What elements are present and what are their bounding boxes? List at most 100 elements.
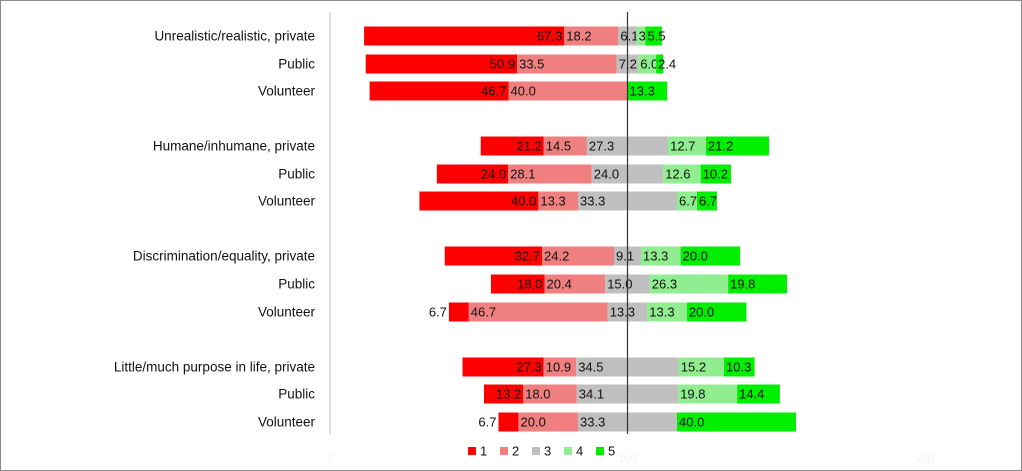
data-label: 40.0 [511, 84, 536, 99]
bar-public-8-s4 [649, 274, 728, 294]
bar-volunteer-12-s2 [518, 412, 578, 432]
data-label: 5.5 [648, 29, 666, 44]
category-label: Discrimination/equality, private [133, 249, 315, 264]
data-label: 13.3 [610, 305, 635, 320]
bar-little-much-purpose-in-life-private-10-s1 [462, 357, 544, 377]
bar-discrimination-equality-private-7-s2 [542, 246, 614, 266]
legend-swatch-5 [596, 447, 604, 455]
legend-swatch-3 [532, 447, 540, 455]
category-label: Volunteer [258, 305, 316, 320]
data-label: 27.3 [589, 139, 614, 154]
bar-humane-inhumane-private-4-s5 [705, 136, 769, 156]
bar-discrimination-equality-private-7-s5 [680, 246, 741, 266]
data-label: 13.3 [649, 305, 674, 320]
bar-public-2-s2 [517, 54, 617, 74]
bar-public-11-s4 [678, 384, 738, 404]
data-label: 10.3 [726, 360, 751, 375]
data-label: 46.7 [471, 305, 496, 320]
data-label: 33.3 [580, 194, 605, 209]
bar-volunteer-9-s2 [468, 302, 608, 322]
data-label: 12.6 [665, 167, 690, 182]
bar-humane-inhumane-private-4-s4 [668, 136, 706, 156]
bar-volunteer-9-s1 [448, 302, 469, 322]
data-label: 27.3 [516, 360, 541, 375]
data-label: 18.2 [566, 29, 591, 44]
data-label: 2.4 [658, 57, 676, 72]
data-label: 15.2 [681, 360, 706, 375]
data-label: 20.0 [689, 305, 714, 320]
data-label: 15.0 [607, 277, 632, 292]
bar-humane-inhumane-private-4-s1 [480, 136, 544, 156]
legend-label-3: 3 [544, 444, 551, 459]
category-label: Volunteer [258, 194, 316, 209]
data-label: 21.2 [708, 139, 733, 154]
data-label: 40.0 [679, 415, 704, 430]
bar-humane-inhumane-private-4-s2 [543, 136, 587, 156]
category-label: Public [278, 277, 315, 292]
bar-public-2-s4 [638, 54, 657, 74]
bar-volunteer-3-s2 [508, 81, 628, 101]
data-label: 13.2 [496, 387, 521, 402]
legend-swatch-2 [500, 447, 508, 455]
bar-public-5-s4 [663, 164, 701, 184]
bar-public-11-s1 [484, 384, 524, 404]
bar-volunteer-3-s5 [627, 81, 668, 101]
bar-unrealistic-realistic-private-1-s4 [636, 26, 646, 46]
bar-volunteer-9-s5 [686, 302, 747, 322]
category-label: Little/much purpose in life, private [114, 360, 315, 375]
bar-unrealistic-realistic-private-1-s2 [564, 26, 619, 46]
data-label: 28.1 [510, 167, 535, 182]
data-label: 40.0 [511, 194, 536, 209]
data-label: 20.4 [547, 277, 572, 292]
data-label: 34.1 [579, 387, 604, 402]
data-label: 13.3 [630, 84, 655, 99]
bar-volunteer-12-s1 [498, 412, 519, 432]
category-label: Public [278, 387, 315, 402]
bar-little-much-purpose-in-life-private-10-s4 [678, 357, 724, 377]
data-label: 24.0 [481, 167, 506, 182]
data-label: 21.2 [516, 139, 541, 154]
data-label: 13.3 [540, 194, 565, 209]
data-label: 6.7 [478, 415, 496, 430]
bar-volunteer-6-s2 [538, 191, 578, 211]
category-label: Volunteer [258, 415, 316, 430]
legend-swatch-1 [468, 447, 476, 455]
legend-label-5: 5 [608, 444, 615, 459]
data-label: 20.0 [683, 249, 708, 264]
data-label: 24.0 [594, 167, 619, 182]
data-label: 12.7 [670, 139, 695, 154]
bar-public-5-s5 [700, 164, 731, 184]
bar-public-8-s1 [490, 274, 545, 294]
data-label: 46.7 [481, 84, 506, 99]
bar-public-2-s5 [656, 54, 664, 74]
bar-unrealistic-realistic-private-1-s1 [364, 26, 565, 46]
data-label: 18.0 [517, 277, 542, 292]
bar-unrealistic-realistic-private-1-s5 [645, 26, 662, 46]
data-label: 10.2 [703, 167, 728, 182]
bar-volunteer-12-s5 [677, 412, 796, 432]
bar-volunteer-6-s1 [419, 191, 539, 211]
category-label: Unrealistic/realistic, private [154, 29, 315, 44]
data-label: 14.4 [739, 387, 764, 402]
data-label: 50.9 [490, 57, 515, 72]
category-label: Public [278, 167, 315, 182]
data-label: 34.5 [578, 360, 603, 375]
data-label: 10.9 [546, 360, 571, 375]
data-label: 32.7 [515, 249, 540, 264]
bar-public-2-s1 [365, 54, 518, 74]
data-label: 33.3 [580, 415, 605, 430]
category-label: Humane/inhumane, private [153, 139, 315, 154]
data-label: 33.5 [519, 57, 544, 72]
category-label: Public [278, 57, 315, 72]
bar-discrimination-equality-private-7-s4 [641, 246, 681, 266]
data-label: 6.0 [640, 57, 658, 72]
bar-volunteer-6-s4 [677, 191, 697, 211]
data-label: 14.5 [546, 139, 571, 154]
bar-public-11-s5 [737, 384, 780, 404]
legend-label-4: 4 [576, 444, 583, 459]
bar-volunteer-6-s5 [697, 191, 717, 211]
data-label: 18.0 [525, 387, 550, 402]
category-label: Volunteer [258, 84, 316, 99]
legend-label-2: 2 [512, 444, 519, 459]
bar-public-8-s5 [728, 274, 787, 294]
